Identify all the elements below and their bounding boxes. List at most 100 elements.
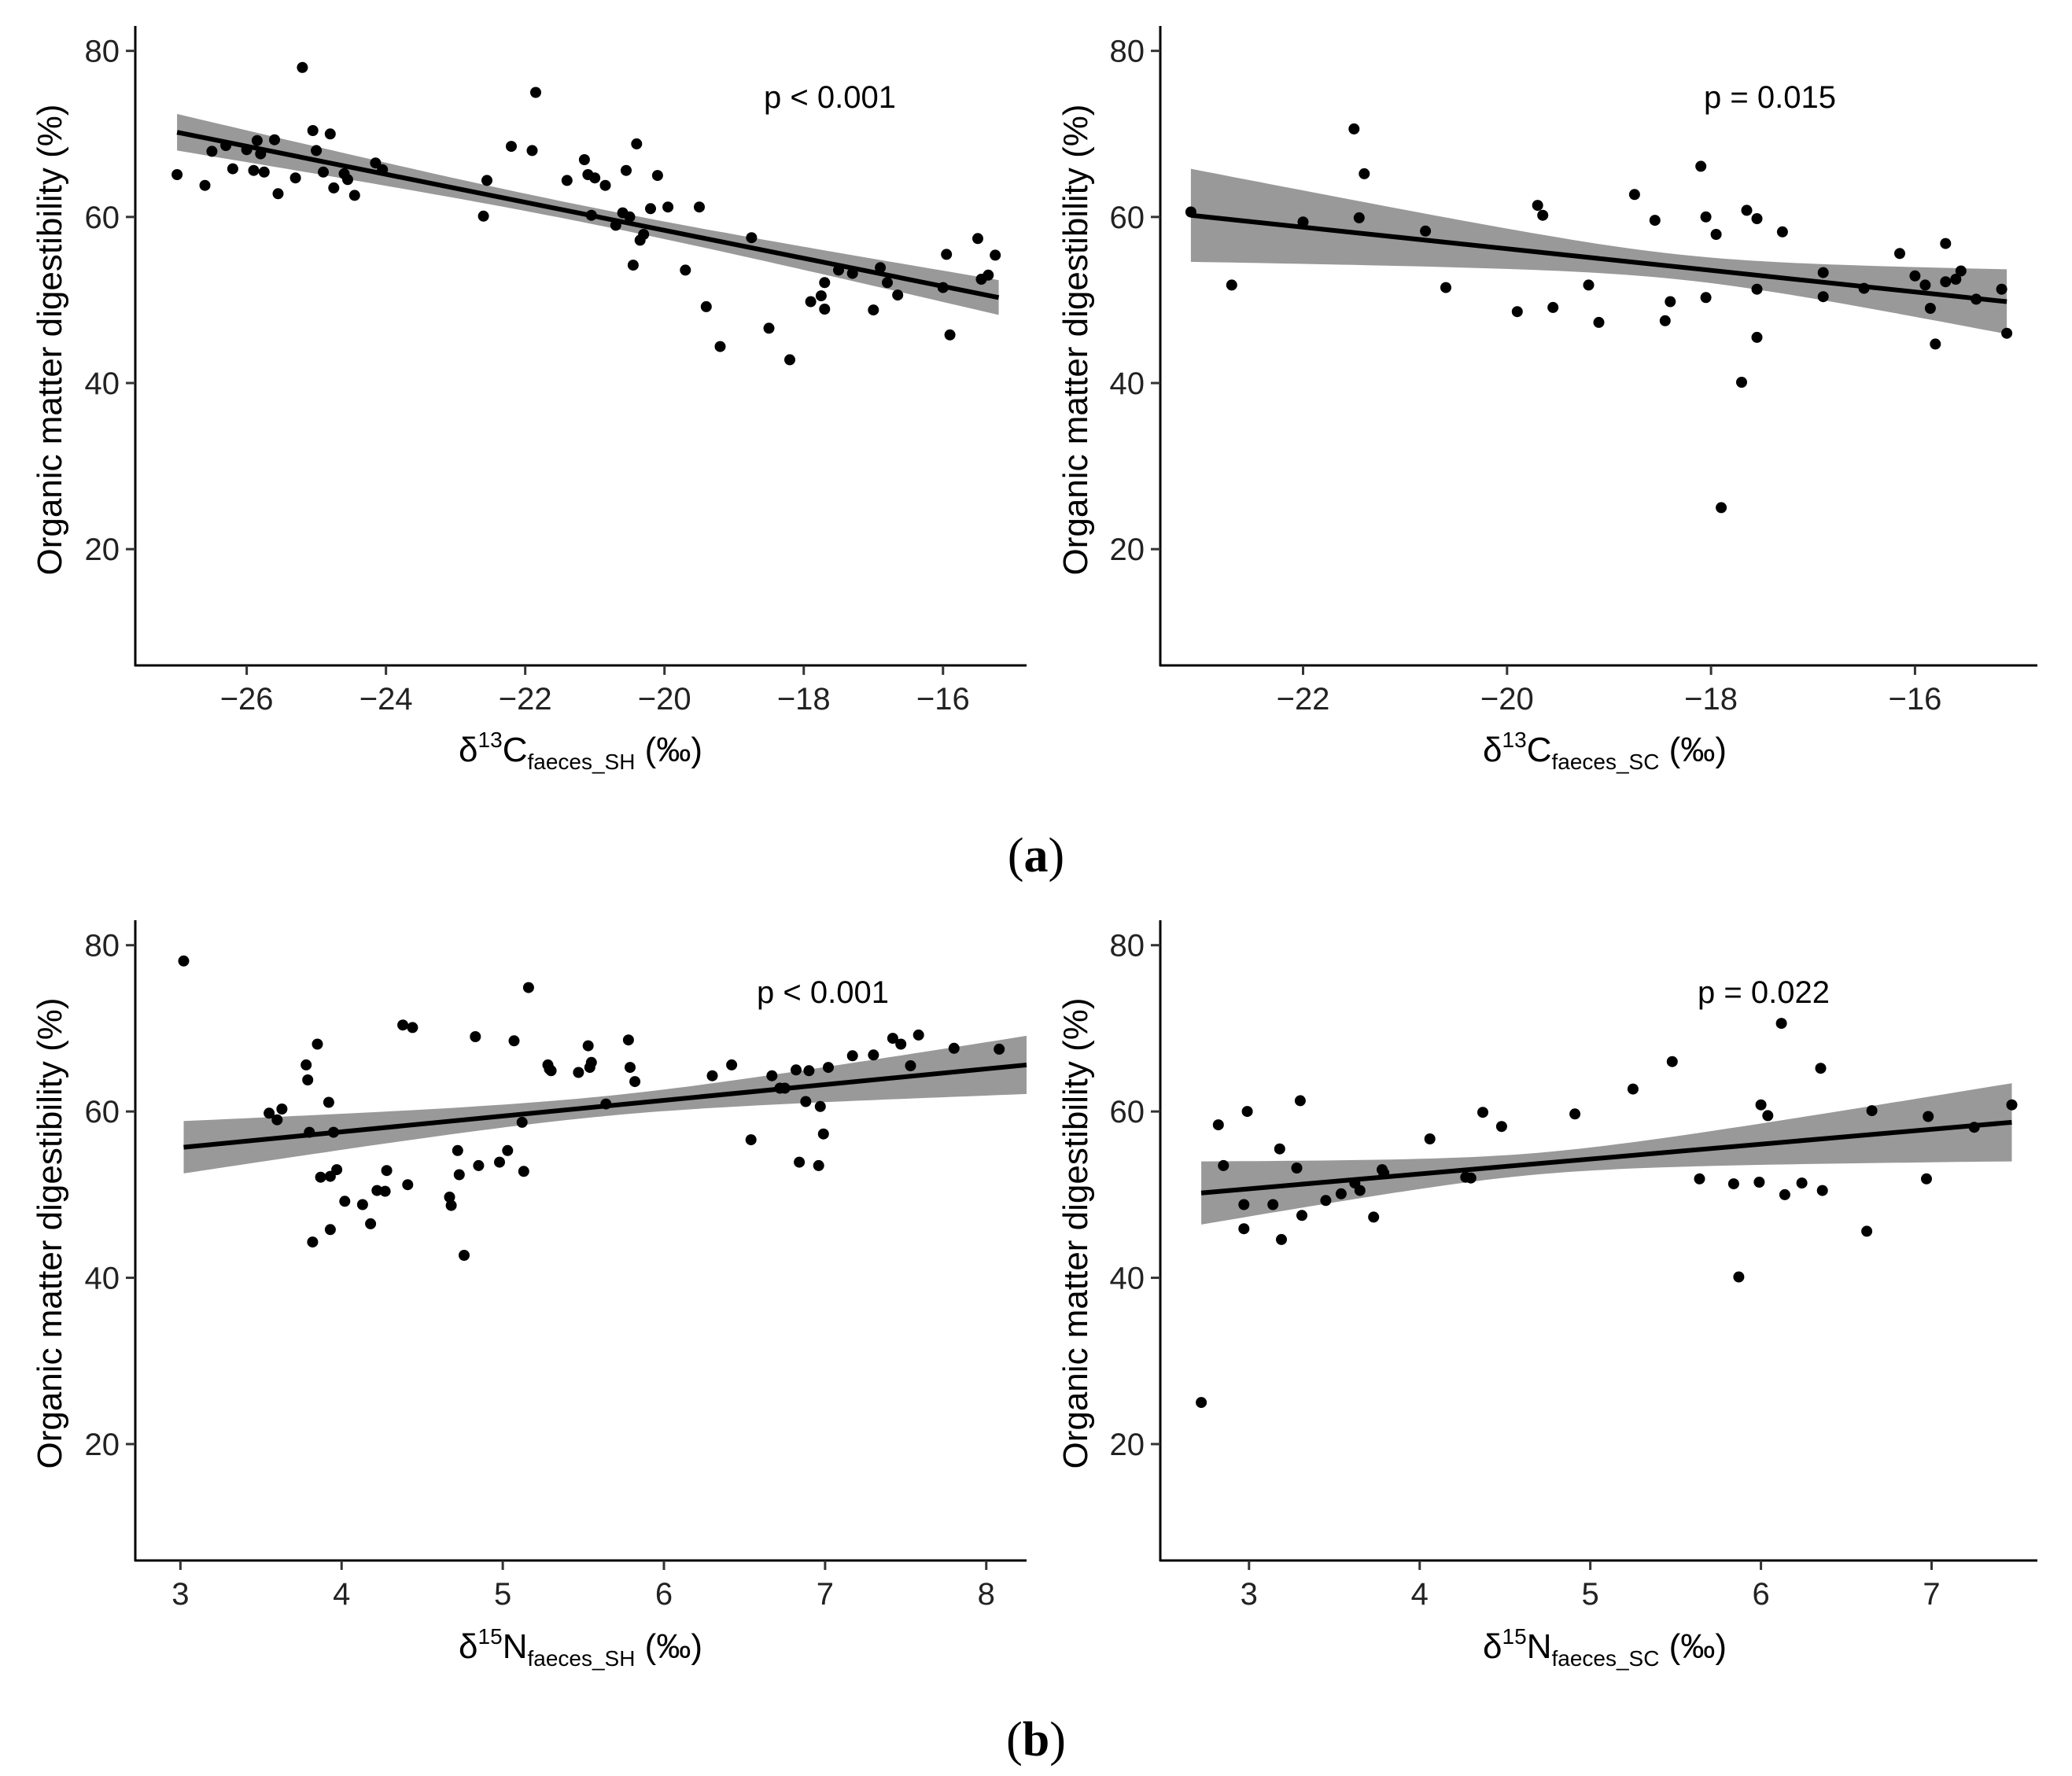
- data-point: [302, 1074, 314, 1085]
- confidence-band: [1190, 168, 2007, 334]
- data-point: [297, 61, 308, 73]
- x-tick-label: 7: [1923, 1577, 1940, 1612]
- y-axis-label: Organic matter digestibility (%): [31, 104, 69, 575]
- data-point: [2001, 327, 2013, 339]
- x-axis-element: C: [503, 731, 528, 769]
- data-point: [624, 211, 636, 223]
- data-point: [578, 154, 590, 165]
- data-point: [766, 1070, 778, 1081]
- data-point: [813, 1159, 824, 1171]
- data-point: [629, 1076, 641, 1088]
- data-point: [307, 1236, 319, 1248]
- data-point: [892, 289, 904, 301]
- data-point: [1796, 1177, 1808, 1189]
- x-axis-label: δ13Cfaeces_SH (‰): [459, 728, 702, 774]
- data-point: [1762, 1110, 1774, 1122]
- data-point: [502, 1144, 514, 1156]
- data-point: [371, 1185, 383, 1196]
- data-point: [272, 188, 284, 200]
- data-point: [948, 1042, 960, 1054]
- data-point: [516, 1116, 528, 1128]
- p-value-annotation: p = 0.022: [1698, 975, 1830, 1010]
- data-point: [868, 304, 879, 316]
- data-point: [1923, 1111, 1934, 1122]
- data-point: [941, 249, 953, 260]
- data-point: [1733, 1271, 1745, 1283]
- data-point: [1583, 279, 1595, 291]
- data-point: [905, 1060, 916, 1071]
- y-tick-label: 60: [1110, 201, 1145, 235]
- x-axis-label: δ15Nfaeces_SH (‰): [459, 1624, 702, 1671]
- data-point: [276, 1104, 288, 1115]
- data-point: [1815, 1063, 1827, 1074]
- y-tick-label: 20: [1110, 1428, 1145, 1462]
- data-point: [1659, 315, 1671, 326]
- data-point: [1924, 303, 1936, 314]
- data-point: [625, 1062, 636, 1074]
- data-point: [621, 164, 632, 176]
- data-point: [706, 1070, 718, 1081]
- y-axis-label: Organic matter digestibility (%): [31, 997, 69, 1468]
- data-point: [1238, 1223, 1250, 1235]
- data-point: [1532, 200, 1543, 212]
- data-point: [1755, 1099, 1767, 1111]
- data-point: [1420, 225, 1432, 237]
- data-point: [312, 1038, 323, 1050]
- data-point: [2006, 1099, 2018, 1111]
- data-point: [1779, 1188, 1790, 1200]
- panel-label-a: (a): [1008, 829, 1064, 882]
- data-point: [631, 138, 643, 149]
- x-axis-delta: δ: [459, 1627, 478, 1666]
- data-point: [331, 1164, 343, 1176]
- data-point: [379, 1185, 391, 1197]
- data-point: [1368, 1211, 1380, 1223]
- data-point: [1196, 1397, 1207, 1409]
- data-point: [1569, 1108, 1581, 1120]
- regression-line: [176, 130, 1000, 300]
- data-point: [573, 1067, 584, 1078]
- data-point: [1547, 301, 1559, 313]
- data-point: [882, 277, 893, 289]
- x-axis-subscript: faeces_SC: [1551, 1646, 1659, 1671]
- data-point: [227, 163, 238, 175]
- data-point: [1751, 213, 1763, 224]
- data-point: [1537, 209, 1549, 221]
- data-point: [1241, 1106, 1253, 1118]
- data-point: [365, 1218, 377, 1229]
- data-point: [1996, 283, 2007, 295]
- data-point: [269, 134, 280, 146]
- x-tick-label: 4: [1411, 1577, 1429, 1612]
- data-point: [324, 128, 336, 140]
- data-point: [1727, 1178, 1739, 1190]
- data-point: [815, 290, 827, 302]
- data-point: [311, 145, 323, 157]
- data-point: [1294, 1095, 1306, 1107]
- data-point: [1649, 215, 1661, 227]
- x-axis-unit: (‰): [1659, 731, 1727, 769]
- plot-layer: 20 40 60 80 3 4 5 6 7: [1110, 920, 2037, 1612]
- regression-line: [1190, 212, 2007, 304]
- data-point: [356, 1199, 368, 1210]
- data-point: [444, 1192, 455, 1203]
- x-axis-subscript: faeces_SH: [527, 750, 635, 774]
- data-point: [645, 203, 656, 215]
- data-point: [171, 169, 183, 180]
- data-point: [994, 1043, 1005, 1055]
- data-point: [264, 1107, 275, 1119]
- y-tick-label: 20: [1110, 532, 1145, 567]
- data-point: [1817, 267, 1829, 278]
- x-tick-label: −26: [220, 682, 274, 717]
- data-point: [323, 1096, 334, 1108]
- data-point: [1267, 1199, 1279, 1210]
- x-axis-subscript: faeces_SC: [1551, 750, 1659, 774]
- data-point: [599, 179, 611, 191]
- data-point: [582, 1040, 594, 1052]
- data-point: [1218, 1159, 1230, 1171]
- data-point: [289, 172, 301, 184]
- p-value-annotation: p = 0.015: [1704, 80, 1836, 115]
- data-point: [1477, 1107, 1488, 1118]
- data-point: [1593, 316, 1605, 328]
- data-point: [1348, 123, 1360, 134]
- data-point: [651, 170, 663, 182]
- data-point: [1894, 248, 1905, 260]
